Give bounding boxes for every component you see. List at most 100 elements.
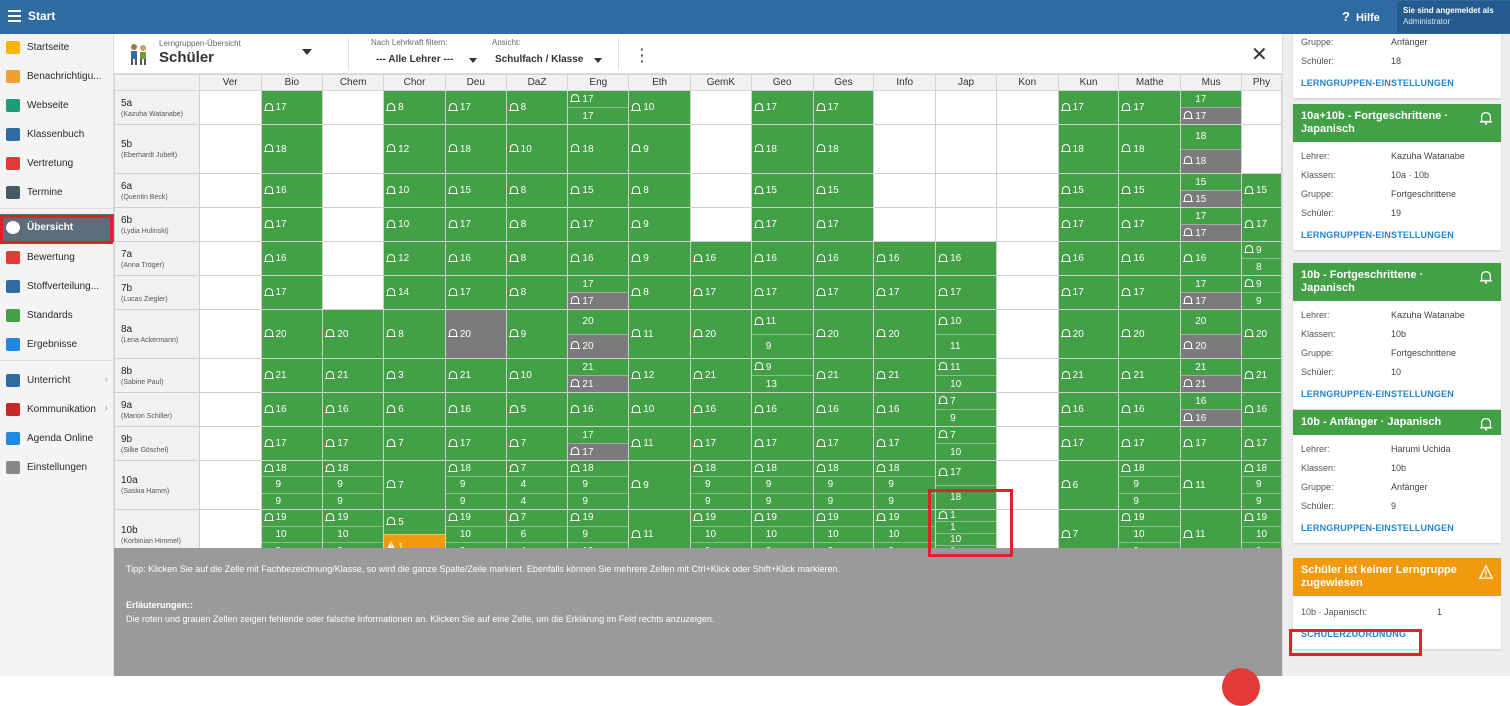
- row-header[interactable]: 8a (Lena Ackermann): [114, 309, 200, 359]
- grid-cell[interactable]: 18 9 9: [1241, 460, 1282, 510]
- grid-cell[interactable]: [995, 309, 1059, 359]
- grid-cell[interactable]: 17: [1118, 90, 1182, 125]
- column-header-chor[interactable]: Chor: [383, 74, 446, 91]
- grid-cell[interactable]: [935, 207, 997, 242]
- grid-cell[interactable]: [995, 241, 1059, 276]
- grid-cell[interactable]: 21: [812, 358, 875, 393]
- grid-cell[interactable]: [322, 275, 385, 310]
- grid-cell[interactable]: 18: [1118, 124, 1182, 174]
- column-header-geo[interactable]: Geo: [750, 74, 814, 91]
- grid-cell[interactable]: 14: [383, 275, 446, 310]
- grid-cell[interactable]: 17: [750, 207, 814, 242]
- grid-cell[interactable]: 9: [628, 124, 691, 174]
- grid-cell[interactable]: [198, 90, 262, 125]
- grid-cell[interactable]: [935, 124, 997, 174]
- group-settings-link[interactable]: LERNGRUPPEN-EINSTELLUNGEN: [1301, 230, 1455, 240]
- grid-cell[interactable]: [873, 173, 937, 208]
- grid-cell[interactable]: 20 20: [1180, 309, 1242, 359]
- close-icon[interactable]: ✕: [1251, 44, 1268, 66]
- grid-cell[interactable]: [935, 90, 997, 125]
- column-header-ver[interactable]: Ver: [198, 74, 262, 91]
- grid-cell[interactable]: 21: [873, 358, 937, 393]
- grid-cell[interactable]: 17: [812, 90, 875, 125]
- sidebar-item-bewertung[interactable]: Bewertung: [0, 244, 114, 272]
- grid-cell[interactable]: 16: [444, 392, 507, 427]
- grid-cell[interactable]: 17: [444, 426, 507, 461]
- grid-cell[interactable]: 21: [444, 358, 507, 393]
- grid-cell[interactable]: 17: [1057, 426, 1120, 461]
- grid-cell[interactable]: 16: [689, 392, 752, 427]
- grid-cell[interactable]: 16: [689, 241, 752, 276]
- grid-cell[interactable]: 18 9 9: [689, 460, 752, 510]
- grid-cell[interactable]: 20: [322, 309, 385, 359]
- grid-cell[interactable]: 20: [812, 309, 875, 359]
- grid-cell[interactable]: 16: [260, 173, 324, 208]
- column-header-ges[interactable]: Ges: [812, 74, 875, 91]
- grid-cell[interactable]: 18 9 9: [812, 460, 875, 510]
- grid-cell[interactable]: 9 13: [750, 358, 814, 393]
- column-header-eng[interactable]: Eng: [567, 74, 630, 91]
- grid-cell[interactable]: 18 9 9: [322, 460, 385, 510]
- column-header-bio[interactable]: Bio: [260, 74, 324, 91]
- column-header-info[interactable]: Info: [873, 74, 937, 91]
- sidebar-item-kommunikation[interactable]: Kommunikation ›: [0, 396, 114, 424]
- grid-cell[interactable]: 11: [628, 426, 691, 461]
- row-header[interactable]: 5b (Eberhardt Jubelt): [114, 124, 200, 174]
- grid-cell[interactable]: 20: [1241, 309, 1282, 359]
- grid-cell[interactable]: 18 18: [1180, 124, 1242, 174]
- grid-cell[interactable]: 10: [505, 124, 569, 174]
- grid-cell[interactable]: 17: [1118, 207, 1182, 242]
- grid-cell[interactable]: 16: [260, 392, 324, 427]
- grid-cell[interactable]: 111091: [935, 509, 997, 548]
- sidebar-item-termine[interactable]: Termine: [0, 179, 114, 207]
- grid-cell[interactable]: [1241, 90, 1282, 125]
- grid-cell[interactable]: 17: [750, 275, 814, 310]
- grid-cell[interactable]: 7 10: [935, 426, 997, 461]
- grid-cell[interactable]: [322, 207, 385, 242]
- grid-cell[interactable]: 11: [1180, 460, 1242, 510]
- grid-cell[interactable]: 8: [505, 275, 569, 310]
- grid-cell[interactable]: [995, 207, 1059, 242]
- grid-cell[interactable]: 19109: [1241, 509, 1282, 548]
- title-dropdown-icon[interactable]: [302, 49, 312, 55]
- grid-cell[interactable]: 17: [260, 426, 324, 461]
- grid-cell[interactable]: 18: [444, 124, 507, 174]
- row-header[interactable]: 5a (Kazuha Watanabe): [114, 90, 200, 125]
- fab-button[interactable]: [1222, 668, 1260, 706]
- grid-cell[interactable]: 19109: [322, 509, 385, 548]
- grid-cell[interactable]: 17: [260, 207, 324, 242]
- sidebar-item-übersicht[interactable]: Übersicht: [0, 214, 114, 242]
- grid-cell[interactable]: [198, 207, 262, 242]
- grid-cell[interactable]: 18 9 9: [567, 460, 630, 510]
- grid-cell[interactable]: 15: [812, 173, 875, 208]
- grid-cell[interactable]: 16: [567, 241, 630, 276]
- grid-cell[interactable]: 15: [444, 173, 507, 208]
- grid-cell[interactable]: 16: [1057, 392, 1120, 427]
- view-chevron-icon[interactable]: [594, 58, 602, 63]
- grid-cell[interactable]: 16: [260, 241, 324, 276]
- grid-cell[interactable]: 10: [628, 392, 691, 427]
- grid-cell[interactable]: 5: [505, 392, 569, 427]
- grid-cell[interactable]: 17: [444, 275, 507, 310]
- grid-cell[interactable]: 6: [1057, 460, 1120, 510]
- grid-cell[interactable]: [995, 90, 1059, 125]
- grid-cell[interactable]: [198, 509, 262, 548]
- grid-cell[interactable]: 16: [444, 241, 507, 276]
- grid-cell[interactable]: [689, 173, 752, 208]
- grid-cell[interactable]: [322, 173, 385, 208]
- user-menu[interactable]: Sie sind angemeldet als Administrator: [1397, 1, 1510, 33]
- grid-cell[interactable]: 21: [1057, 358, 1120, 393]
- more-options-icon[interactable]: · · ·: [640, 41, 645, 69]
- column-header-mathe[interactable]: Mathe: [1118, 74, 1182, 91]
- grid-cell[interactable]: 11 9: [750, 309, 814, 359]
- grid-cell[interactable]: [995, 173, 1059, 208]
- grid-cell[interactable]: 15: [1241, 173, 1282, 208]
- grid-cell[interactable]: [995, 426, 1059, 461]
- column-header-jap[interactable]: Jap: [935, 74, 997, 91]
- column-header-mus[interactable]: Mus: [1180, 74, 1242, 91]
- grid-cell[interactable]: 11: [628, 509, 691, 548]
- grid-cell[interactable]: 18: [1057, 124, 1120, 174]
- grid-cell[interactable]: 19109: [750, 509, 814, 548]
